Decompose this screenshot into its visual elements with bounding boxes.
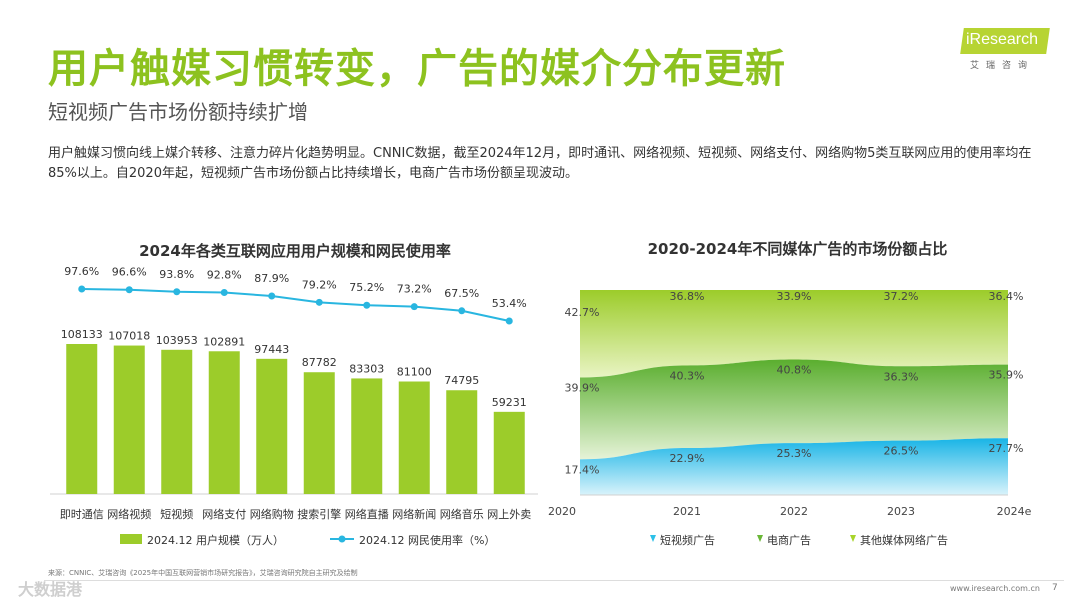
other-media-label-3: 37.2% [884,290,919,303]
bar-value-label-4: 97443 [254,343,289,356]
area-chart-title: 2020-2024年不同媒体广告的市场份额占比 [647,240,948,258]
bar-category-label-9: 网上外卖 [487,508,531,521]
logo-subtext: 艾瑞咨询 [970,61,1035,71]
bar-9 [493,411,525,494]
short-video-label-1: 22.9% [670,452,705,465]
bar-chart-title: 2024年各类互联网应用用户规模和网民使用率 [139,242,451,260]
iresearch-logo: iResearch 艾瑞咨询 [960,28,1054,74]
area-legend-label-0: 短视频广告 [660,533,715,547]
legend-bar-swatch [120,534,142,544]
bar-0 [66,344,98,494]
bar-category-label-6: 网络直播 [345,507,389,521]
page-subtitle: 短视频广告市场份额持续扩增 [48,100,308,124]
area-legend-swatch-2 [850,535,856,542]
area-category-label-3: 2023 [887,505,915,518]
area-category-label-1: 2021 [673,505,701,518]
area-category-label-0: 2020 [548,505,576,518]
area-ecommerce [580,359,1008,460]
ecommerce-label-0: 39.9% [565,382,600,395]
bar-category-label-4: 网络购物 [250,507,294,521]
area-category-label-4: 2024e [997,505,1032,518]
other-media-label-2: 33.9% [777,290,812,303]
legend-line-label: 2024.12 网民使用率（%） [359,533,495,547]
usage-rate-point-1 [125,286,133,294]
bar-value-label-5: 87782 [302,356,337,369]
usage-rate-point-9 [505,317,513,325]
bar-4 [256,358,288,494]
area-legend-label-2: 其他媒体网络广告 [860,533,948,547]
short-video-label-3: 26.5% [884,445,919,458]
usage-rate-label-1: 96.6% [112,266,147,279]
usage-rate-label-6: 75.2% [349,281,384,294]
bar-value-label-8: 74795 [444,374,479,387]
area-short-video [580,438,1008,495]
area-legend-label-1: 电商广告 [767,533,811,547]
bar-value-label-9: 59231 [492,396,527,409]
legend-line-marker [338,535,346,543]
short-video-label-4: 27.7% [989,442,1024,455]
bar-7 [398,381,430,494]
bar-category-label-8: 网络音乐 [440,507,484,521]
usage-rate-point-0 [78,285,86,293]
usage-rate-label-3: 92.8% [207,268,242,281]
bar-1 [113,345,145,494]
usage-rate-label-7: 73.2% [397,283,432,296]
usage-rate-point-4 [268,292,276,300]
bar-2 [161,349,193,494]
legend-bar-label: 2024.12 用户规模（万人） [147,533,284,547]
usage-rate-label-2: 93.8% [159,268,194,281]
other-media-label-1: 36.8% [670,290,705,303]
bar-value-label-1: 107018 [108,330,150,343]
page-description: 用户触媒习惯向线上媒介转移、注意力碎片化趋势明显。CNNIC数据，截至2024年… [48,146,1032,181]
bar-3 [208,351,240,494]
bar-5 [303,372,335,494]
usage-rate-label-0: 97.6% [64,265,99,278]
ecommerce-label-2: 40.8% [777,363,812,376]
page-title: 用户触媒习惯转变，广告的媒介分布更新 [48,46,786,92]
area-other-media [580,290,1008,378]
watermark: 大数据港 [18,580,83,599]
usage-rate-label-5: 79.2% [302,278,337,291]
bar-category-label-1: 网络视频 [107,507,151,521]
usage-rate-label-8: 67.5% [444,287,479,300]
short-video-label-0: 17.4% [565,463,600,476]
bar-category-label-2: 短视频 [160,507,193,521]
usage-rate-label-4: 87.9% [254,272,289,285]
bar-8 [446,390,478,494]
ecommerce-label-1: 40.3% [670,369,705,382]
usage-rate-line [81,288,510,322]
ecommerce-label-4: 35.9% [989,369,1024,382]
bar-value-label-0: 108133 [61,328,103,341]
other-media-label-0: 42.7% [565,306,600,319]
bar-category-label-0: 即时通信 [60,508,104,521]
usage-rate-point-8 [458,307,466,315]
usage-rate-point-7 [410,303,418,311]
ecommerce-label-3: 36.3% [884,370,919,383]
footer-url: www.iresearch.com.cn [950,584,1040,593]
page-number: 7 [1052,583,1058,593]
bar-category-label-5: 搜索引擎 [297,507,341,521]
usage-rate-point-5 [315,298,323,306]
area-category-label-2: 2022 [780,505,808,518]
area-legend-swatch-1 [757,535,763,542]
usage-rate-label-9: 53.4% [492,297,527,310]
bar-value-label-2: 103953 [156,334,198,347]
area-legend-swatch-0 [650,535,656,542]
other-media-label-4: 36.4% [989,290,1024,303]
bar-category-label-7: 网络新闻 [392,507,436,521]
logo-text: iResearch [966,31,1039,48]
bar-value-label-3: 102891 [203,335,245,348]
footer-source: 来源：CNNIC、艾瑞咨询《2025年中国互联网营销市场研究报告》，艾瑞咨询研究… [48,569,358,577]
bar-6 [351,378,383,494]
bar-value-label-6: 83303 [349,362,384,375]
usage-rate-point-2 [173,288,181,296]
short-video-label-2: 25.3% [777,447,812,460]
bar-value-label-7: 81100 [397,365,432,378]
usage-rate-point-6 [363,301,371,309]
footer-divider [44,580,1064,581]
usage-rate-point-3 [220,288,228,296]
bar-category-label-3: 网络支付 [202,507,246,521]
